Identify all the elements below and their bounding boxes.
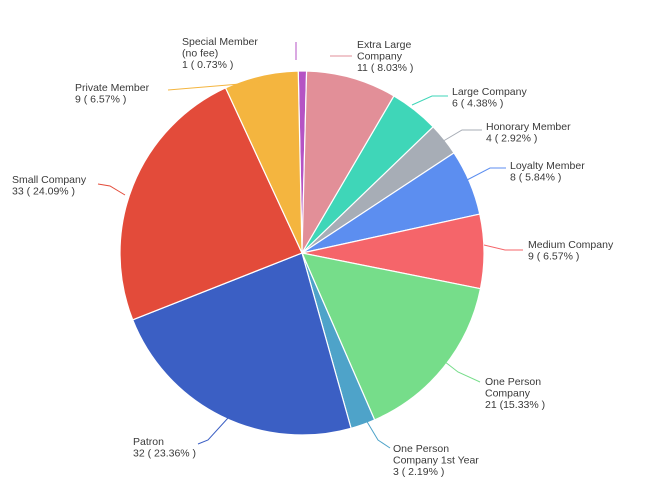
slice-label: Small Company 33 ( 24.09% ) xyxy=(12,174,87,198)
slice-label: Extra Large Company 11 ( 8.03% ) xyxy=(357,39,413,74)
pie-slice xyxy=(301,70,395,254)
slice-label-line: Large Company xyxy=(452,86,527,98)
slice-label-line: 3 ( 2.19% ) xyxy=(393,466,444,478)
slice-label-line: Private Member xyxy=(75,82,150,94)
slice-label: Honorary Member 4 ( 2.92% ) xyxy=(486,121,571,145)
slice-label-line: Company xyxy=(485,388,531,400)
slice-label: Private Member 9 ( 6.57% ) xyxy=(75,82,150,106)
pie-slice xyxy=(300,252,482,421)
slice-label-line: 9 ( 6.57% ) xyxy=(528,251,579,263)
slice-label-line: Company xyxy=(357,51,403,63)
slice-label: One Person Company 1st Year 3 ( 2.19% ) xyxy=(393,443,479,478)
slice-label-line: 11 ( 8.03% ) xyxy=(357,62,413,74)
leader-line xyxy=(365,419,391,449)
slice-label-line: Company 1st Year xyxy=(393,455,479,467)
slice-labels: Special Member (no fee) 1 ( 0.73% ) Extra L… xyxy=(12,36,614,478)
slice-label-line: 6 ( 4.38% ) xyxy=(452,98,503,110)
slice-label: Large Company 6 ( 4.38% ) xyxy=(452,86,527,110)
slice-label: One Person Company 21 (15.33% ) xyxy=(485,376,545,411)
slice-label-line: Special Member xyxy=(182,36,258,48)
slice-label-line: 9 ( 6.57% ) xyxy=(75,94,126,106)
slice-label: Medium Company 9 ( 6.57% ) xyxy=(528,239,614,263)
slice-label-line: (no fee) xyxy=(182,48,218,60)
leader-lines xyxy=(97,42,523,449)
leader-line xyxy=(483,244,523,251)
pie-slice xyxy=(224,70,303,254)
slice-label: Patron 32 ( 23.36% ) xyxy=(133,436,196,460)
leader-line xyxy=(197,417,229,445)
slice-label: Loyalty Member 8 ( 5.84% ) xyxy=(510,160,585,184)
slice-label-line: Patron xyxy=(133,436,164,448)
leader-line xyxy=(167,81,261,91)
slice-label: Special Member (no fee) 1 ( 0.73% ) xyxy=(182,36,258,71)
pie-slices xyxy=(119,70,485,436)
leader-line xyxy=(466,167,506,181)
slice-label-line: 32 ( 23.36% ) xyxy=(133,448,196,460)
leader-line xyxy=(439,129,482,144)
slice-label-line: 4 ( 2.92% ) xyxy=(486,133,537,145)
slice-label-line: Small Company xyxy=(12,174,87,186)
slice-label-line: 33 ( 24.09% ) xyxy=(12,186,75,198)
leader-line xyxy=(411,95,448,106)
slice-label-line: One Person xyxy=(485,376,541,388)
slice-label-line: One Person xyxy=(393,443,449,455)
leader-line xyxy=(439,357,481,383)
slice-label-line: Loyalty Member xyxy=(510,160,585,172)
slice-label-line: 8 ( 5.84% ) xyxy=(510,172,561,184)
pie-slice xyxy=(119,87,303,321)
slice-label-line: Medium Company xyxy=(528,239,614,251)
leader-line xyxy=(97,183,126,196)
slice-label-line: Honorary Member xyxy=(486,121,571,133)
slice-label-line: 1 ( 0.73% ) xyxy=(182,59,233,71)
slice-label-line: Extra Large xyxy=(357,39,411,51)
slice-label-line: 21 (15.33% ) xyxy=(485,399,545,411)
